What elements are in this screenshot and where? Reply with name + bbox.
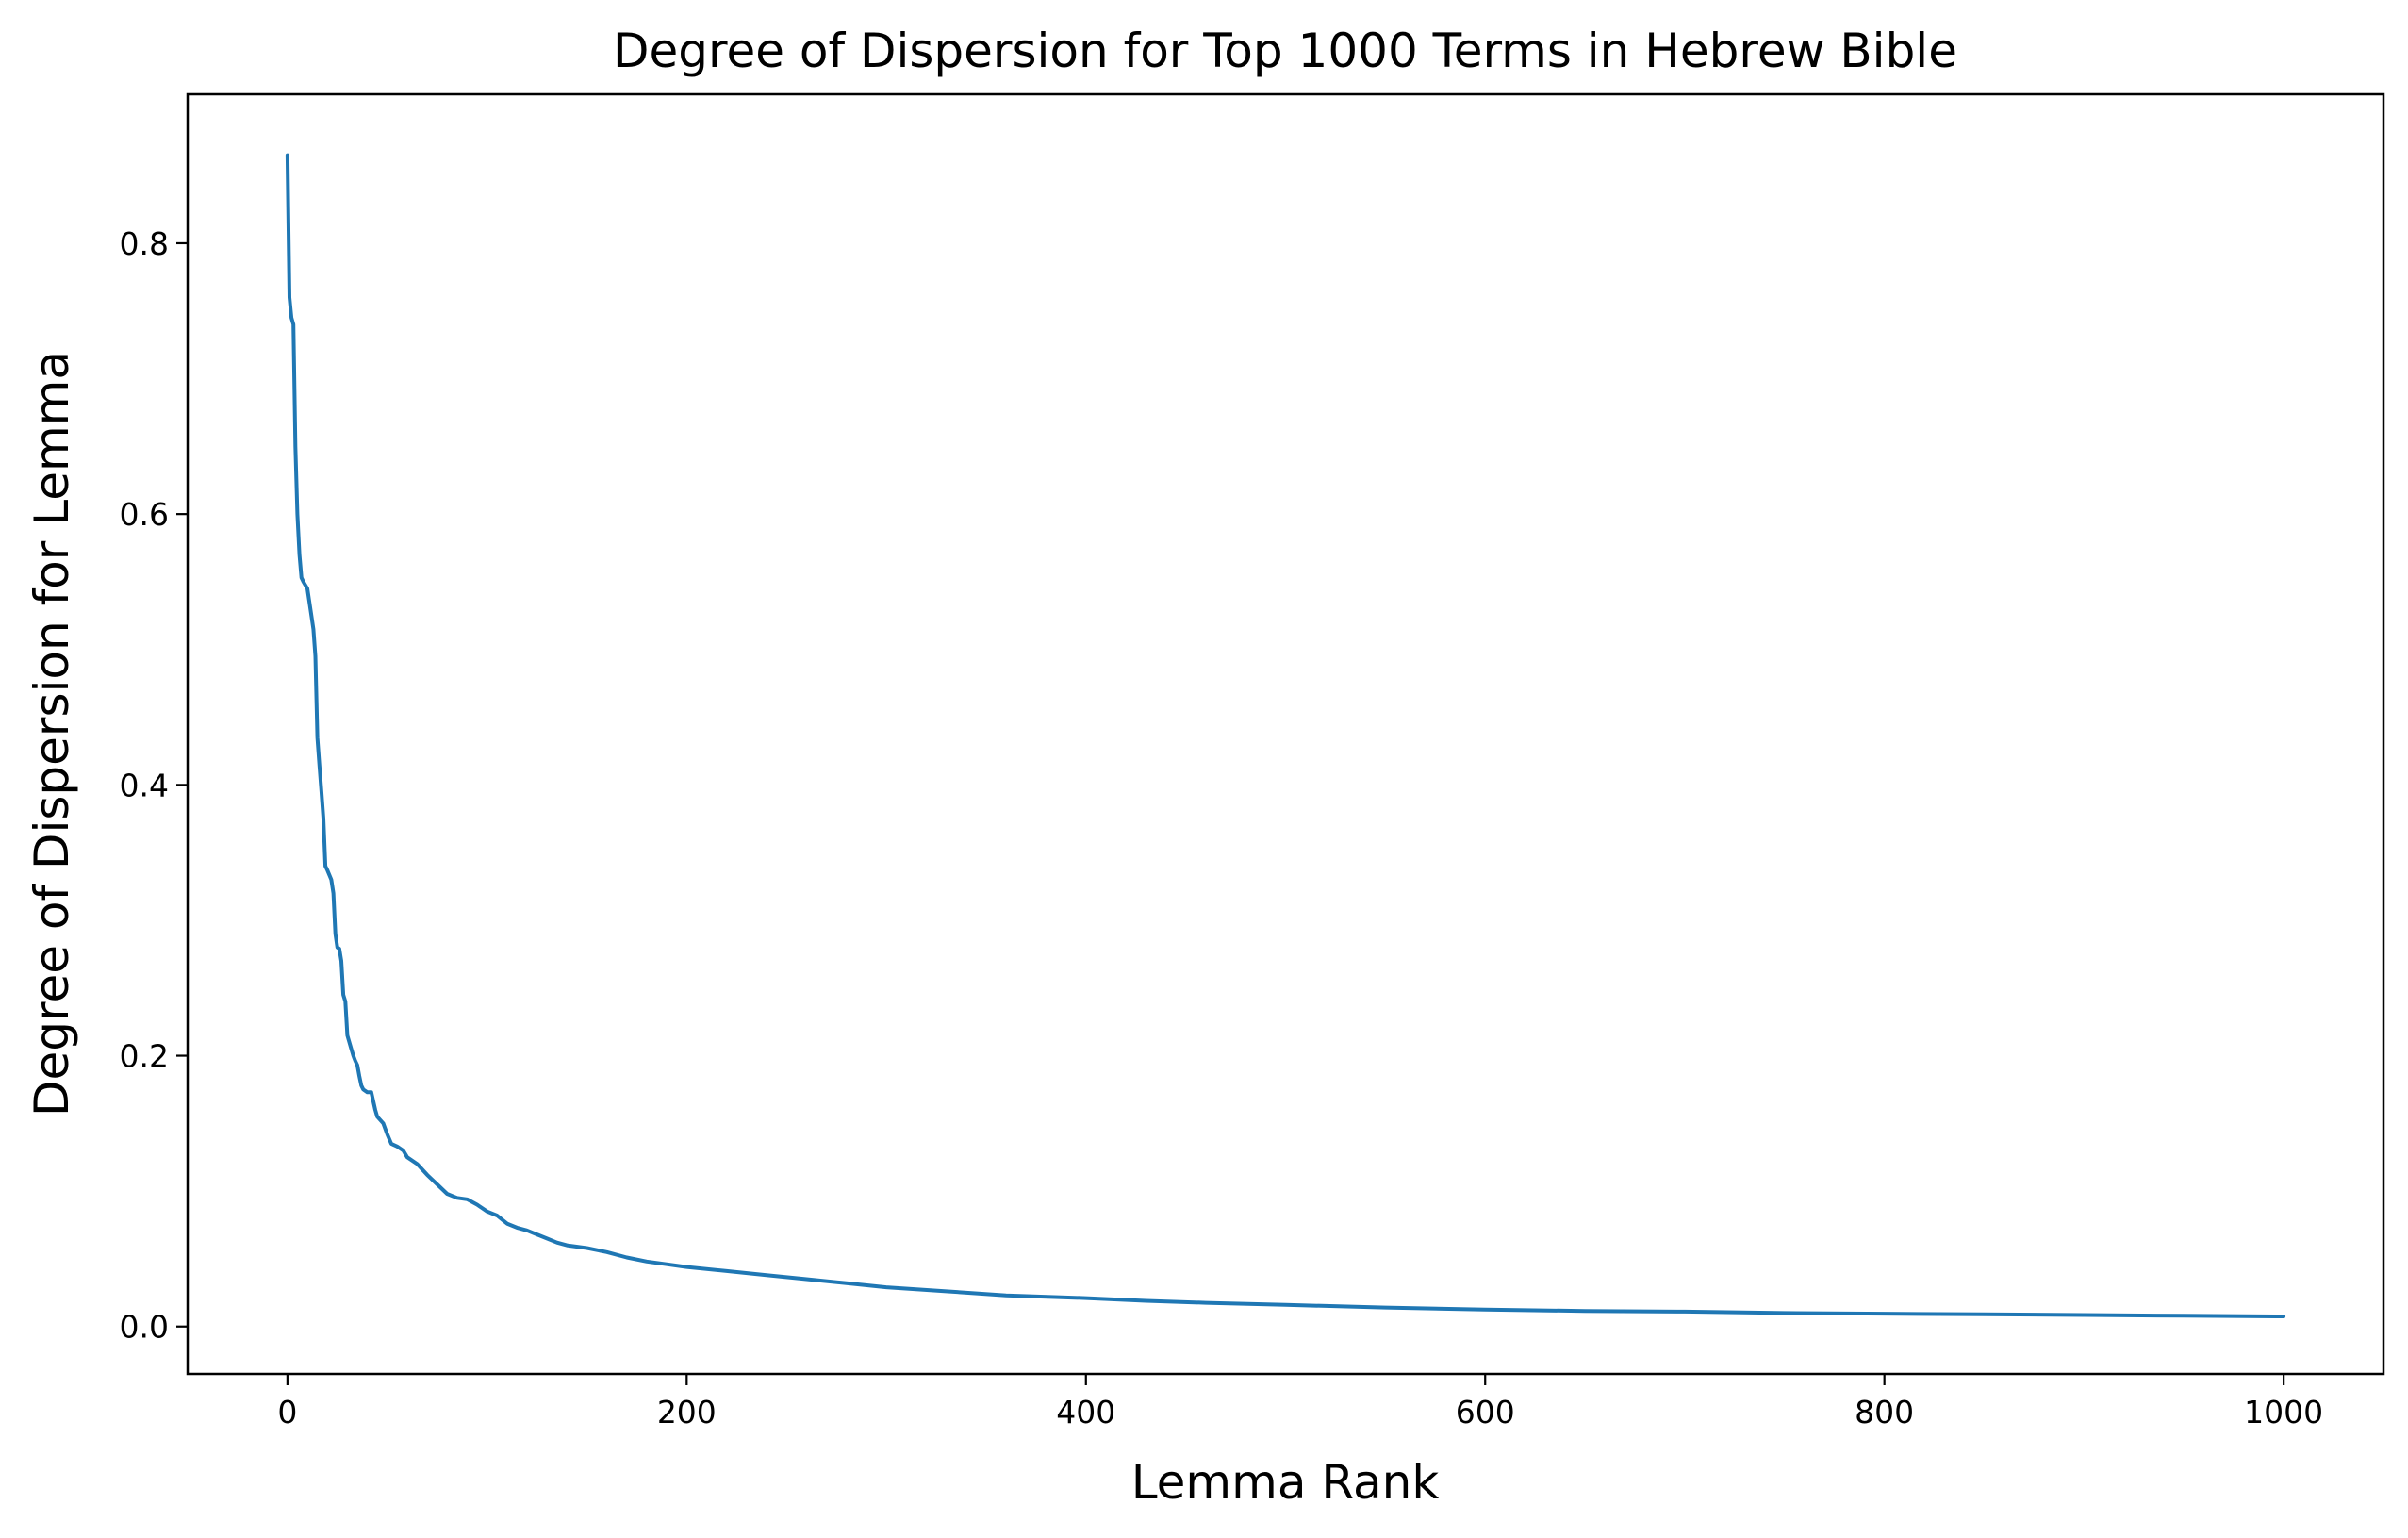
x-tick-label: 400 <box>1056 1394 1115 1431</box>
y-tick-label: 0.6 <box>120 496 169 533</box>
x-tick-label: 800 <box>1855 1394 1914 1431</box>
x-tick-label: 200 <box>657 1394 717 1431</box>
chart-title: Degree of Dispersion for Top 1000 Terms … <box>613 24 1957 78</box>
series-line <box>285 153 2286 1318</box>
y-axis-label: Degree of Dispersion for Lemma <box>25 351 79 1116</box>
y-tick-label: 0.0 <box>120 1309 169 1346</box>
y-tick-label: 0.8 <box>120 225 169 262</box>
x-axis-ticks: 0 200 400 600 800 1000 <box>277 1374 2323 1431</box>
plot-area <box>186 92 2385 1376</box>
y-tick-label: 0.2 <box>120 1038 169 1075</box>
x-tick-label: 1000 <box>2244 1394 2323 1431</box>
x-tick-label: 600 <box>1456 1394 1515 1431</box>
axes-frame <box>186 92 2385 1376</box>
x-tick-label: 0 <box>277 1394 297 1431</box>
y-tick-label: 0.4 <box>120 767 169 803</box>
y-axis-ticks: 0.0 0.2 0.4 0.6 0.8 <box>120 225 188 1346</box>
x-axis-label: Lemma Rank <box>1131 1455 1440 1510</box>
